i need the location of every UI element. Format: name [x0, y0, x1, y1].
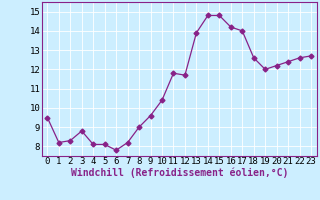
X-axis label: Windchill (Refroidissement éolien,°C): Windchill (Refroidissement éolien,°C) — [70, 168, 288, 178]
